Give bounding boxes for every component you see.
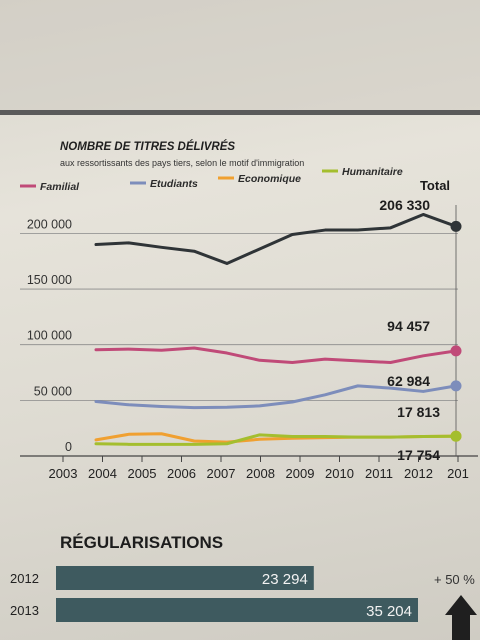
chart-title: NOMBRE DE TITRES DÉLIVRÉS (60, 140, 235, 153)
regularisations-bars: 2012 23 294 2013 35 204 (10, 566, 418, 622)
end-value-label: 206 330 (379, 197, 430, 213)
series-end-dot-total (450, 220, 462, 232)
regularisation-year: 2012 (10, 571, 39, 586)
y-tick-labels: 0 50 000 100 000 150 000 200 000 (27, 217, 72, 454)
change-label: + 50 % (434, 572, 475, 587)
end-value-label: 17 813 (397, 404, 440, 420)
x-tick-label: 2011 (365, 466, 393, 481)
end-labels: 206 330 94 457 62 984 17 813 17 754 (379, 197, 440, 463)
legend-label: Etudiants (150, 178, 198, 190)
x-tick-label: 2005 (128, 466, 157, 481)
y-tick-label: 0 (65, 440, 72, 454)
x-tick-label: 2004 (88, 466, 117, 481)
end-value-label: 17 754 (397, 447, 440, 463)
x-tick-label: 2008 (246, 466, 275, 481)
x-tick-label: 2006 (167, 466, 196, 481)
legend-label: Economique (238, 173, 301, 185)
y-tick-label: 50 000 (34, 384, 72, 398)
x-tick-label: 2009 (286, 466, 315, 481)
y-tick-label: 100 000 (27, 329, 72, 343)
page-band-top (0, 0, 480, 115)
x-tick-label: 2003 (49, 466, 78, 481)
series-line-familial (94, 346, 458, 365)
regularisation-year: 2013 (10, 603, 39, 618)
top-rule (0, 110, 480, 115)
chart-subtitle: aux ressortissants des pays tiers, selon… (60, 158, 304, 168)
series-lines (94, 212, 462, 446)
x-tick-labels: 2003 2004 2005 2006 2007 2008 2009 2010 2011 2012… (49, 456, 469, 481)
legend-label: Humanitaire (342, 166, 403, 178)
x-tick-label: 201 (447, 466, 469, 481)
regularisation-bar (56, 598, 418, 622)
end-value-label: 94 457 (387, 318, 430, 334)
legend-label: Familial (40, 181, 80, 193)
x-tick-label: 2007 (207, 466, 236, 481)
legend: Familial Etudiants Economique Humanitaire To… (20, 166, 450, 193)
series-end-dot-humanitaire (450, 430, 462, 442)
y-gridlines (20, 205, 478, 457)
series-line-humanitaire (94, 433, 458, 446)
end-value-label: 62 984 (387, 373, 430, 389)
regularisations-title: RÉGULARISATIONS (60, 533, 223, 552)
regularisation-bar (56, 566, 314, 590)
top-shadow-band (0, 0, 480, 110)
x-tick-label: 2012 (404, 466, 433, 481)
y-tick-label: 150 000 (27, 273, 72, 287)
series-end-dot-etudiants (450, 380, 462, 392)
series-end-dot-familial (450, 345, 462, 357)
up-arrow-icon (445, 595, 477, 640)
series-line-total (94, 212, 458, 265)
regularisation-value: 23 294 (262, 571, 308, 588)
regularisation-value: 35 204 (366, 603, 412, 620)
x-tick-label: 2010 (325, 466, 354, 481)
y-tick-label: 200 000 (27, 217, 72, 231)
legend-total-label: Total (420, 178, 450, 193)
series-line-etudiants (94, 384, 458, 410)
